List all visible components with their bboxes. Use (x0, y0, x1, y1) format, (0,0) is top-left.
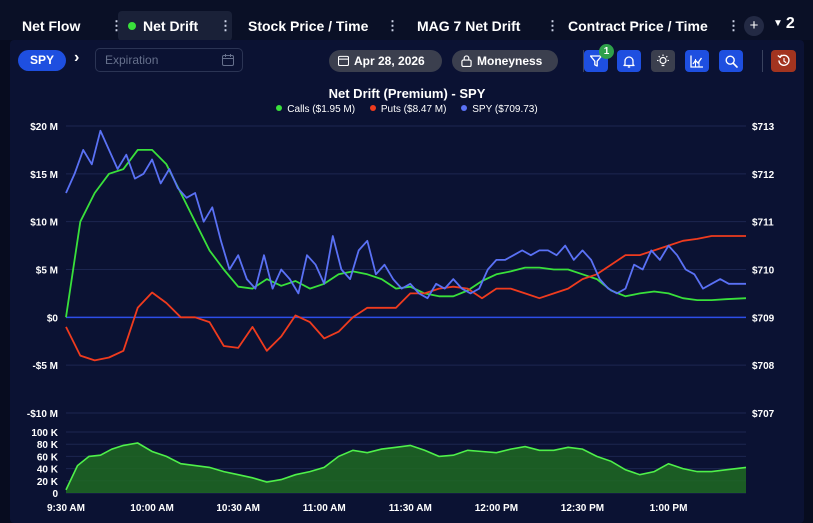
moneyness-button[interactable]: Moneyness (452, 50, 558, 72)
tab-menu-icon[interactable]: ⋮ (386, 18, 399, 33)
volume-tick-label: 20 K (37, 477, 59, 488)
legend-dot-puts (369, 105, 376, 111)
toolbar-divider (583, 50, 584, 72)
tab-contract-price-time[interactable]: Contract Price / Time ⋮ (558, 11, 740, 41)
volume-tick-label: 80 K (37, 440, 59, 451)
net-drift-chart[interactable]: $20 M $15 M $10 M $5 M $0 -$5 M -$10 M $713 $712… (10, 40, 804, 523)
x-tick-label: 11:30 AM (389, 503, 432, 514)
ticker-button[interactable]: SPY (18, 50, 66, 71)
moneyness-label: Moneyness (477, 54, 543, 68)
y-left-tick-label: $0 (47, 313, 59, 324)
caret-down-icon: ▼ (773, 18, 783, 29)
bell-icon (623, 55, 635, 68)
x-tick-label: 11:00 AM (303, 503, 346, 514)
x-tick-label: 10:00 AM (130, 503, 174, 514)
volume-area (66, 443, 746, 493)
expiration-input[interactable]: Expiration (95, 48, 243, 72)
legend-label: SPY ($709.73) (472, 104, 538, 115)
tab-bar: Net Flow ⋮ Net Drift ⋮ Stock Price / Tim… (0, 0, 813, 41)
insights-button[interactable] (651, 50, 675, 72)
y-right-tick-label: $710 (752, 266, 775, 277)
x-tick-label: 9:30 AM (47, 503, 85, 514)
date-picker-button[interactable]: Apr 28, 2026 (329, 50, 442, 72)
x-tick-label: 12:30 PM (561, 503, 604, 514)
x-tick-label: 10:30 AM (216, 503, 260, 514)
y-left-tick-label: $15 M (30, 170, 58, 181)
legend-item-spy[interactable]: SPY ($709.73) (461, 104, 538, 115)
y-right-tick-label: $711 (752, 218, 774, 229)
legend-label: Calls ($1.95 M) (287, 104, 356, 115)
tab-label: Contract Price / Time (568, 18, 708, 34)
chart-panel: SPY › Expiration Apr 28, 2026 Moneyness (10, 40, 804, 523)
lightbulb-icon (657, 54, 669, 67)
tab-label: Stock Price / Time (248, 18, 369, 34)
y-right-tick-label: $712 (752, 170, 775, 181)
tab-menu-icon[interactable]: ⋮ (546, 18, 559, 33)
series-line-puts (65, 235, 746, 362)
chart-settings-icon (690, 55, 703, 68)
reset-button[interactable] (771, 50, 796, 72)
search-button[interactable] (719, 50, 743, 72)
active-dot-icon (128, 22, 136, 30)
filter-count-badge: 1 (599, 44, 614, 59)
add-tab-button[interactable]: + (744, 16, 764, 36)
calendar-icon (222, 54, 234, 66)
tab-label: Net Drift (143, 18, 199, 34)
x-tick-label: 1:00 PM (650, 503, 688, 514)
y-right-tick-label: $707 (752, 409, 775, 420)
tab-net-drift[interactable]: Net Drift ⋮ (118, 11, 232, 41)
x-tick-label: 12:00 PM (475, 503, 518, 514)
tab-menu-icon[interactable]: ⋮ (219, 18, 232, 33)
legend-item-calls[interactable]: Calls ($1.95 M) (276, 104, 355, 115)
tab-count: 2 (785, 15, 795, 32)
chart-settings-button[interactable] (685, 50, 709, 72)
calendar-icon (338, 55, 349, 66)
tab-label: MAG 7 Net Drift (417, 18, 521, 34)
legend-item-puts[interactable]: Puts ($8.47 M) (369, 104, 447, 115)
volume-line (65, 442, 747, 491)
date-label: Apr 28, 2026 (354, 54, 425, 68)
chevron-right-icon[interactable]: › (74, 49, 80, 66)
tab-overflow-dropdown[interactable]: ▼ 2 (773, 15, 795, 33)
toolbar: SPY › Expiration Apr 28, 2026 Moneyness (10, 40, 804, 82)
tab-mag7-net-drift[interactable]: MAG 7 Net Drift ⋮ (407, 11, 559, 41)
tab-net-flow[interactable]: Net Flow ⋮ (12, 11, 123, 41)
tab-menu-icon[interactable]: ⋮ (727, 18, 740, 33)
y-left-tick-label: $10 M (30, 218, 58, 229)
alerts-button[interactable] (617, 50, 641, 72)
y-right-tick-label: $709 (752, 313, 775, 324)
series-line-spy (65, 129, 746, 300)
y-left-tick-label: -$5 M (32, 361, 58, 372)
lock-icon (461, 55, 472, 67)
tab-stock-price-time[interactable]: Stock Price / Time ⋮ (238, 11, 399, 41)
y-right-tick-label: $708 (752, 361, 775, 372)
search-icon (724, 54, 738, 68)
filter-button[interactable]: 1 (584, 44, 614, 72)
tab-label: Net Flow (22, 18, 81, 34)
chart-title: Net Drift (Premium) - SPY (328, 86, 486, 101)
y-left-tick-label: $5 M (36, 266, 58, 277)
chart-legend: Calls ($1.95 M) Puts ($8.47 M) SPY ($709… (10, 104, 804, 115)
legend-label: Puts ($8.47 M) (380, 104, 447, 115)
y-left-tick-label: $20 M (30, 122, 58, 133)
volume-tick-label: 0 (52, 489, 58, 500)
expiration-placeholder: Expiration (105, 53, 159, 67)
volume-tick-label: 100 K (31, 428, 58, 439)
toolbar-divider (762, 50, 763, 72)
series-line-calls (65, 149, 747, 318)
legend-dot-spy (461, 105, 468, 111)
y-right-tick-label: $713 (752, 122, 775, 133)
y-left-tick-label: -$10 M (27, 409, 58, 420)
legend-dot-calls (276, 105, 283, 111)
volume-tick-label: 60 K (37, 452, 59, 463)
reset-icon (776, 54, 790, 66)
volume-tick-label: 40 K (37, 465, 59, 476)
